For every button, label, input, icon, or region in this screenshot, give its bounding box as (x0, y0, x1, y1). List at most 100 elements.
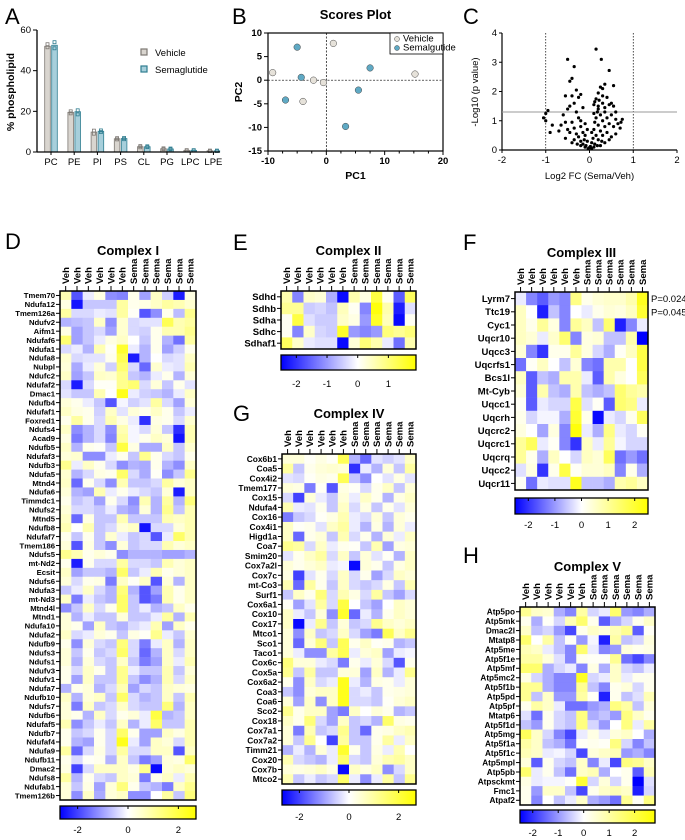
heatmap-cell (82, 353, 95, 363)
column-label: Sema (361, 421, 372, 447)
heatmap-cell (349, 657, 361, 668)
heatmap-cell (293, 667, 305, 678)
heatmap-cell (315, 454, 327, 465)
heatmap-cell (360, 570, 372, 581)
heatmap-cell (537, 331, 549, 346)
heatmap-cell (614, 305, 627, 319)
heatmap-cell (382, 677, 394, 688)
y-tick-label: 40 (20, 66, 31, 77)
heatmap-cell (520, 616, 532, 627)
heatmap-cell (576, 739, 588, 749)
heatmap-cell (515, 397, 527, 412)
heatmap-cell (371, 754, 383, 765)
heatmap-cell (360, 483, 372, 494)
heatmap-cell (570, 318, 582, 332)
heatmap-cell (71, 630, 83, 640)
data-point (138, 144, 143, 149)
heatmap-cell (150, 719, 163, 729)
heatmap-cell (349, 686, 361, 697)
legend-label: Vehicle (403, 34, 434, 45)
row-label: Foxred1 (25, 416, 56, 425)
gene-point (550, 123, 554, 127)
heatmap-cell (293, 696, 305, 707)
heatmap-cell (173, 541, 185, 551)
gene-point (607, 68, 611, 73)
heatmap-cell (559, 358, 571, 372)
heatmap-cell (173, 487, 185, 497)
heatmap-cell (587, 720, 600, 730)
row-label: Cox18 (252, 716, 277, 726)
row-label: Ndufv2 (29, 318, 55, 327)
heatmap-cell (105, 496, 117, 506)
heatmap-cell (71, 317, 83, 328)
heatmap-cell (548, 437, 560, 451)
heatmap-cell (304, 502, 316, 513)
heatmap-cell (576, 748, 588, 759)
heatmap-cell (404, 745, 417, 756)
heatmap-cell (116, 639, 129, 649)
heatmap-cell (150, 416, 163, 426)
heatmap-cell (570, 410, 582, 425)
row-label: Ndufb10 (24, 693, 55, 702)
heatmap-cell (548, 292, 560, 306)
heatmap-cell (404, 531, 417, 542)
column-label: Sema (372, 258, 383, 284)
heatmap-cell (60, 701, 72, 712)
heatmap-cell (150, 487, 163, 497)
heatmap-cell (139, 308, 151, 319)
heatmap-cell (94, 469, 106, 479)
heatmap-cell (184, 353, 197, 363)
heatmap-cell (293, 716, 305, 727)
heatmap-cell (565, 720, 577, 730)
heatmap-cell (139, 630, 151, 640)
gene-point (563, 94, 568, 98)
gene-point (611, 84, 616, 88)
heatmap-cell (162, 424, 174, 435)
heatmap-cell (520, 691, 532, 702)
heatmap-cell (326, 716, 339, 727)
heatmap-cell (184, 514, 197, 524)
gene-point (594, 133, 598, 137)
heatmap-cell (139, 612, 151, 622)
row-label: Ndufv1 (29, 675, 56, 684)
heatmap-cell (636, 384, 649, 398)
heatmap-cell (531, 729, 543, 740)
data-point (68, 111, 73, 116)
heatmap-cell (537, 463, 549, 478)
heatmap-cell (82, 764, 95, 774)
heatmap-cell (60, 416, 72, 426)
heatmap-cell (559, 397, 571, 412)
heatmap-cell (349, 570, 361, 581)
heatmap-cell (82, 737, 95, 747)
heatmap-cell (139, 532, 151, 542)
heatmap-cell (173, 460, 185, 470)
row-label: Acad9 (32, 434, 55, 443)
heatmap-cell (139, 683, 151, 694)
heatmap-cell (139, 701, 151, 712)
heatmap-cell (150, 773, 163, 783)
legend-marker-semaglutide (140, 65, 148, 73)
heatmap-cell (184, 719, 197, 729)
heatmap-cell (592, 371, 604, 385)
heatmap-cell (128, 612, 140, 622)
heatmap-cell (60, 514, 72, 524)
heatmap-cell (531, 748, 543, 759)
gene-point (592, 111, 596, 116)
heatmap-cell (71, 371, 83, 381)
heatmap-cell (393, 473, 406, 484)
heatmap-cell (337, 648, 350, 659)
heatmap-cell (105, 317, 117, 328)
heatmap-title: Complex IV (314, 406, 385, 421)
heatmap-cell (404, 706, 417, 717)
heatmap-cell (348, 314, 361, 327)
heatmap-cell (150, 674, 163, 685)
heatmap-cell (526, 344, 538, 359)
heatmap-cell (526, 463, 538, 478)
heatmap-cell (326, 589, 339, 600)
heatmap-cell (105, 755, 117, 765)
gene-point (579, 119, 583, 123)
row-label: Atp5pf (489, 702, 515, 711)
heatmap-cell (326, 551, 339, 562)
heatmap-cell (94, 523, 106, 533)
heatmap-cell (71, 505, 83, 515)
